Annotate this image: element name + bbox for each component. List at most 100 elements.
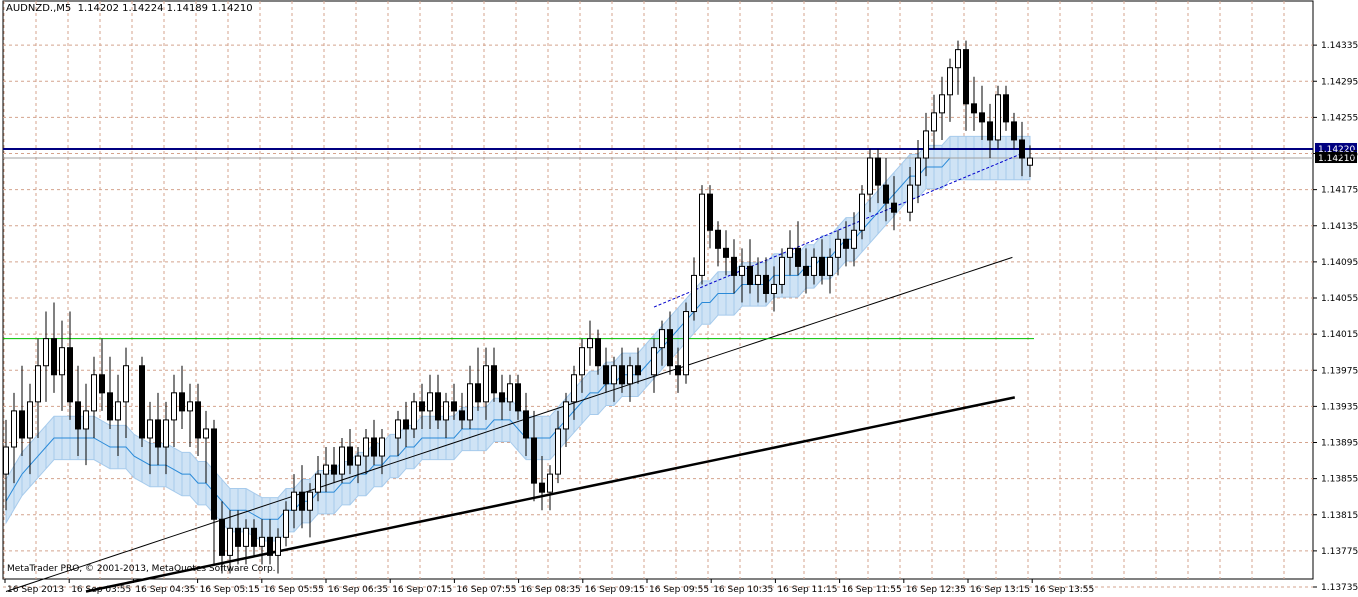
candle-body xyxy=(707,193,713,231)
candle-body xyxy=(3,446,9,475)
candle-body xyxy=(731,256,737,276)
candle-body xyxy=(691,274,697,313)
x-tick-label: 16 Sep 10:35 xyxy=(713,585,773,595)
x-tick-label: 16 Sep 05:55 xyxy=(264,585,324,595)
candle-body xyxy=(419,401,425,412)
candle-body xyxy=(315,473,321,493)
x-tick-label: 16 Sep 13:15 xyxy=(970,585,1030,595)
candle-body xyxy=(539,482,545,493)
candle-body xyxy=(67,347,73,403)
candle-body xyxy=(547,473,553,493)
candle-body xyxy=(955,49,961,69)
candles xyxy=(3,40,1033,574)
candle-body xyxy=(915,157,921,186)
candle-body xyxy=(595,338,601,367)
price-label-text: 1.14220 xyxy=(1318,145,1355,155)
candle-body xyxy=(59,347,65,376)
x-tick-label: 16 Sep 11:15 xyxy=(777,585,837,595)
x-tick-label: 16 Sep 2013 xyxy=(7,585,64,595)
candle-body xyxy=(635,365,641,376)
ohlc-label: 1.14202 1.14224 1.14189 1.14210 xyxy=(77,3,253,14)
candle-body xyxy=(1003,94,1009,123)
candle-body xyxy=(259,536,265,547)
candle-body xyxy=(235,527,241,547)
candle-body xyxy=(843,238,849,249)
candle-body xyxy=(251,527,257,547)
candle-body xyxy=(979,112,985,123)
candle-body xyxy=(403,419,409,430)
candle-body xyxy=(299,491,305,511)
candle-body xyxy=(27,401,33,439)
candle-body xyxy=(443,401,449,421)
candle-body xyxy=(499,392,505,403)
candle-body xyxy=(971,103,977,114)
candle-body xyxy=(963,49,969,105)
candle-body xyxy=(451,401,457,412)
candle-body xyxy=(291,491,297,511)
candle-body xyxy=(379,437,385,457)
candle-body xyxy=(859,193,865,231)
candle-body xyxy=(795,247,801,267)
candle-body xyxy=(603,365,609,385)
candle-body xyxy=(571,374,577,403)
candle-body xyxy=(803,265,809,276)
candle-body xyxy=(307,491,313,511)
candle-body xyxy=(699,193,705,276)
x-tick-label: 16 Sep 03:55 xyxy=(71,585,131,595)
candle-body xyxy=(939,94,945,114)
candle-body xyxy=(51,338,57,376)
x-tick-label: 16 Sep 11:55 xyxy=(842,585,902,595)
candle-body xyxy=(659,329,665,349)
y-tick-label: 1.14295 xyxy=(1321,77,1358,87)
candle-body xyxy=(411,401,417,430)
y-tick-label: 1.14175 xyxy=(1321,186,1358,196)
candle-body xyxy=(99,374,105,394)
candle-body xyxy=(923,130,929,159)
candle-body xyxy=(43,338,49,367)
candle-body xyxy=(435,392,441,421)
candle-body xyxy=(875,157,881,186)
candle-body xyxy=(1019,139,1025,159)
candle-body xyxy=(323,464,329,475)
y-tick-label: 1.13895 xyxy=(1321,439,1358,449)
candle-body xyxy=(995,94,1001,141)
candle-body xyxy=(195,401,201,439)
candle-body xyxy=(1027,157,1033,166)
candle-body xyxy=(467,383,473,421)
candle-body xyxy=(155,419,161,448)
candle-body xyxy=(779,256,785,285)
y-tick-label: 1.14335 xyxy=(1321,41,1358,51)
candle-body xyxy=(75,401,81,430)
candle-body xyxy=(739,265,745,276)
candle-body xyxy=(619,365,625,385)
x-tick-label: 16 Sep 09:55 xyxy=(649,585,709,595)
candle-body xyxy=(171,392,177,421)
candle-body xyxy=(395,419,401,439)
candle-body xyxy=(947,67,953,96)
candle-body xyxy=(587,338,593,349)
x-tick-label: 16 Sep 06:35 xyxy=(328,585,388,595)
y-tick-label: 1.13735 xyxy=(1321,583,1358,593)
x-tick-label: 16 Sep 05:15 xyxy=(200,585,260,595)
candle-body xyxy=(219,518,225,556)
candle-body xyxy=(811,256,817,276)
candle-body xyxy=(355,455,361,466)
x-tick-label: 16 Sep 04:35 xyxy=(135,585,195,595)
chart-title: AUDNZD.,M5 1.14202 1.14224 1.14189 1.142… xyxy=(6,3,253,14)
candle-body xyxy=(91,374,97,412)
x-tick-label: 16 Sep 09:15 xyxy=(585,585,645,595)
axes: 1.14335 1.14295 1.14255 1.14215 1.14175 1.141… xyxy=(4,41,1358,595)
candle-body xyxy=(507,383,513,403)
candle-body xyxy=(667,329,673,367)
candle-body xyxy=(35,365,41,403)
candle-body xyxy=(651,347,657,376)
candle-body xyxy=(747,265,753,285)
candle-body xyxy=(363,437,369,457)
candle-body xyxy=(347,446,353,466)
candle-body xyxy=(371,437,377,457)
candle-body xyxy=(203,428,209,439)
candle-body xyxy=(107,392,113,421)
